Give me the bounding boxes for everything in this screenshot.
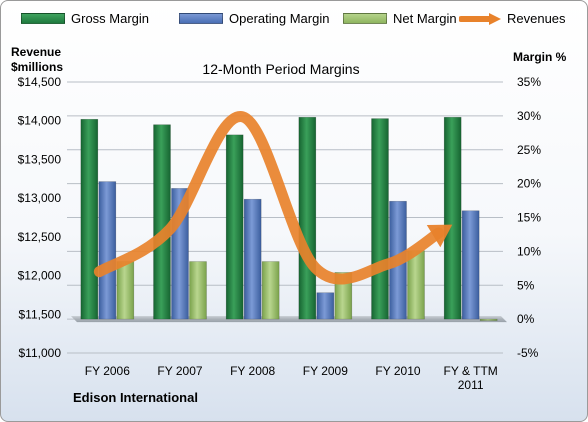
chart-floor [71, 316, 507, 323]
legend: Gross Margin Operating Margin Net Margin… [21, 11, 577, 33]
legend-swatch-gross-margin [21, 13, 65, 24]
category-label: FY 2009 [303, 364, 348, 378]
left-axis-title-line: $millions [11, 60, 64, 74]
chart-title: 12-Month Period Margins [202, 61, 360, 77]
bar-gross-margin [80, 118, 99, 320]
category-label: FY 2006 [85, 364, 130, 378]
company-label: Edison International [73, 390, 198, 405]
left-tick-label: $14,500 [18, 75, 62, 89]
right-tick-label: 0% [517, 312, 535, 326]
category-label: FY 2007 [157, 364, 202, 378]
right-tick-label: 15% [517, 211, 541, 225]
bar-net-margin [116, 261, 135, 320]
legend-label: Operating Margin [229, 11, 330, 26]
right-tick-label: -5% [517, 346, 539, 360]
category-label: 2011 [458, 378, 484, 392]
legend-label: Net Margin [393, 11, 457, 26]
bar-operating-margin [316, 292, 335, 320]
left-tick-label: $12,500 [18, 230, 62, 244]
legend-item-net-margin: Net Margin [343, 11, 457, 26]
left-tick-label: $13,000 [18, 191, 62, 205]
left-tick-label: $12,000 [18, 269, 62, 283]
legend-swatch-net-margin [343, 13, 387, 24]
revenues-arrowhead [426, 224, 453, 248]
right-tick-label: 20% [517, 177, 541, 191]
bar-gross-margin [153, 124, 171, 320]
bar-gross-margin [298, 116, 317, 320]
legend-arrow-icon [459, 12, 501, 25]
left-tick-label: $11,000 [19, 346, 62, 360]
bar-gross-margin [225, 134, 244, 320]
revenues-line [93, 111, 445, 285]
legend-swatch-operating-margin [179, 13, 223, 24]
legend-label: Revenues [507, 11, 566, 26]
legend-item-revenues: Revenues [459, 11, 566, 26]
left-axis-title-line: Revenue [11, 45, 62, 59]
right-tick-label: 35% [517, 75, 541, 89]
category-label: FY & TTM [444, 364, 498, 378]
left-axis-title: Revenue $millions [11, 45, 63, 75]
bar-net-margin [407, 250, 425, 320]
category-label: FY 2010 [375, 364, 420, 378]
bar-operating-margin [98, 181, 117, 320]
bar-net-margin [479, 318, 498, 321]
legend-item-operating-margin: Operating Margin [179, 11, 329, 26]
right-axis-title: Margin % [513, 50, 567, 64]
category-label: FY 2008 [230, 364, 275, 378]
bar-operating-margin [243, 198, 262, 320]
legend-item-gross-margin: Gross Margin [21, 11, 149, 26]
bar-net-margin [261, 261, 280, 320]
right-tick-label: 10% [517, 244, 541, 258]
bar-net-margin [189, 261, 207, 320]
left-tick-label: $11,500 [19, 307, 62, 321]
legend-label: Gross Margin [71, 11, 150, 26]
right-tick-label: 5% [517, 278, 535, 292]
right-tick-label: 30% [517, 109, 541, 123]
right-tick-label: 25% [517, 143, 541, 157]
left-tick-label: $14,000 [18, 114, 62, 128]
bar-gross-margin [371, 118, 389, 320]
left-tick-label: $13,500 [18, 152, 62, 166]
bar-operating-margin [461, 210, 480, 320]
bar-gross-margin [443, 116, 462, 320]
